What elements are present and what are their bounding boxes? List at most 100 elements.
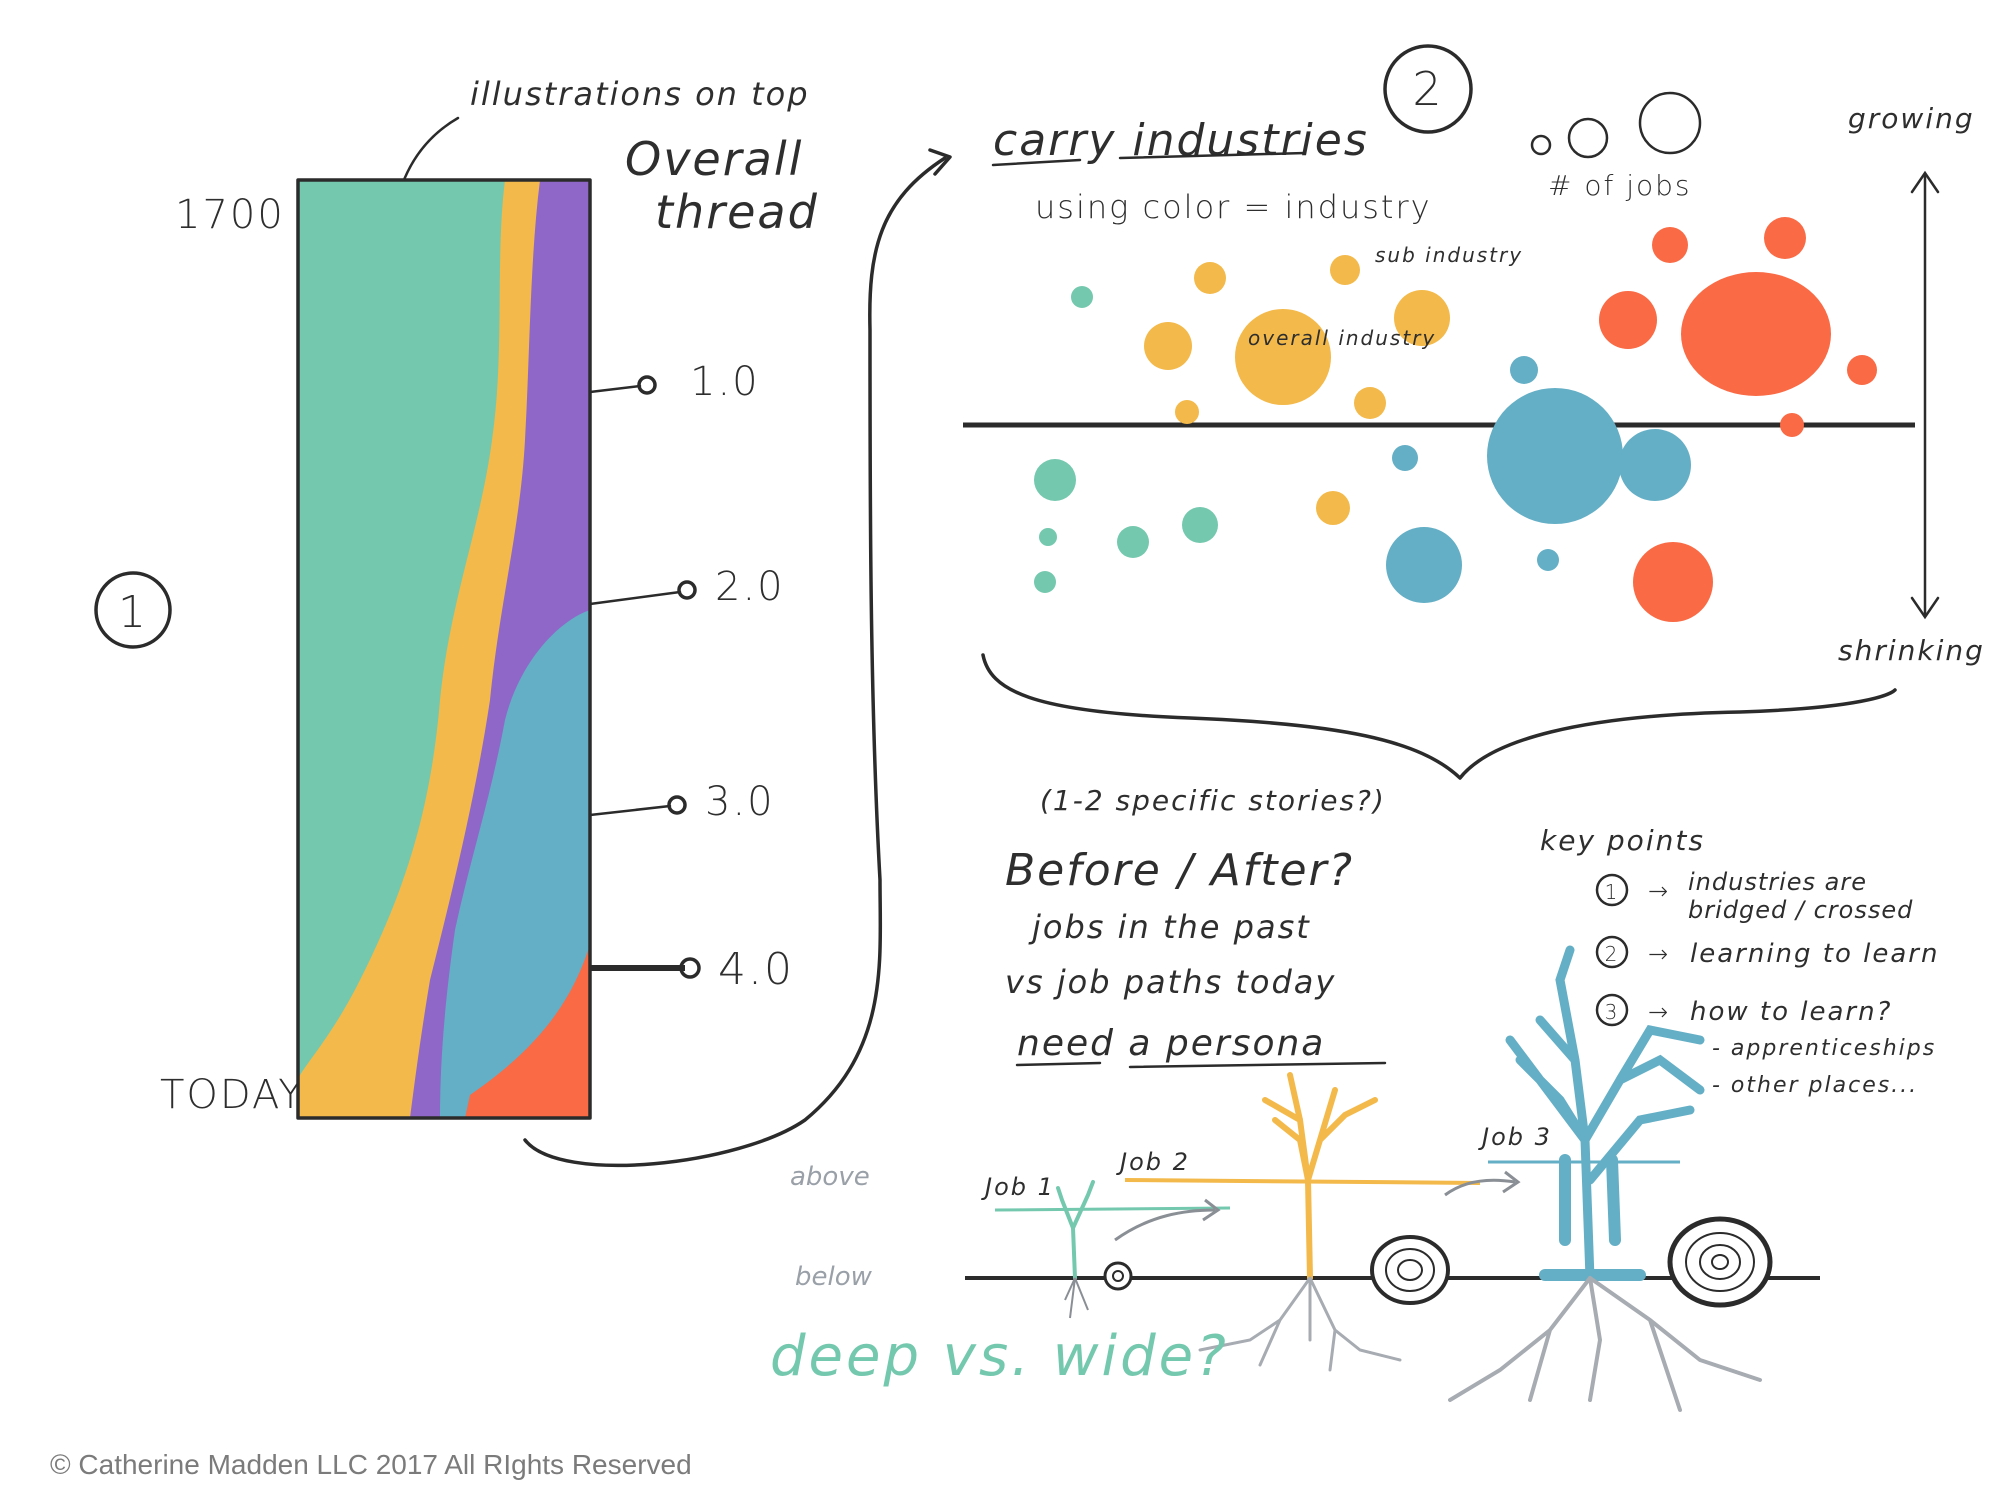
- deep-vs-wide-question: deep vs. wide?: [770, 1324, 1229, 1389]
- small-log: [1103, 1261, 1133, 1291]
- title-underline: [991, 151, 1307, 167]
- persona-line: need a persona: [1017, 1023, 1325, 1064]
- large-orange-bubble: [1681, 272, 1831, 396]
- large-log: [1667, 1216, 1773, 1308]
- growing-arrowhead: [1910, 170, 1940, 194]
- thread-title-line1: Overall: [625, 132, 803, 186]
- industry-stream: [296, 178, 592, 1120]
- point-3-arrow: →: [1648, 998, 1670, 1026]
- teal-bubble: [1071, 286, 1093, 308]
- transition-arrowhead-2: [1502, 1170, 1521, 1194]
- marker-4-label: 4.0: [718, 944, 794, 995]
- orange-bubble: [1599, 291, 1657, 349]
- large-blue-bubble: [1487, 388, 1623, 524]
- copyright-notice: © Catherine Madden LLC 2017 All RIghts R…: [50, 1449, 692, 1480]
- blue-bubble: [1386, 527, 1462, 603]
- teal-bubble: [1117, 526, 1149, 558]
- marker-4-dot: [679, 957, 701, 979]
- teal-bubble: [1039, 528, 1057, 546]
- teal-bubble: [1182, 507, 1218, 543]
- legend-small-circle: [1530, 134, 1552, 156]
- orange-bubble: [1633, 542, 1713, 622]
- blue-bubble: [1537, 549, 1559, 571]
- point-2-text: learning to learn: [1690, 939, 1939, 969]
- point-1-number: 1: [1605, 880, 1620, 904]
- marker-3-label: 3.0: [705, 779, 775, 825]
- growing-label: growing: [1848, 102, 1975, 135]
- yellow-bubble: [1144, 322, 1192, 370]
- above-label: above: [790, 1162, 870, 1192]
- point-3-circle: [1595, 993, 1629, 1027]
- jobs-legend-label: # of jobs: [1548, 169, 1692, 202]
- point-1-circle: [1595, 873, 1629, 907]
- medium-log: [1370, 1235, 1450, 1305]
- point-1-arrow: →: [1648, 877, 1670, 905]
- job-paths-line: vs job paths today: [1005, 963, 1336, 1001]
- orange-bubble: [1764, 217, 1806, 259]
- point-2-number: 2: [1605, 942, 1620, 966]
- transition-arrow-2: [1444, 1178, 1516, 1197]
- blue-industry-band: [440, 610, 590, 1118]
- illustrations-note: illustrations on top: [470, 75, 810, 113]
- section-2-number: 2: [1412, 62, 1443, 116]
- growing-bubbles: overall industry sub industry: [1071, 217, 1877, 437]
- yellow-bubble: [1194, 262, 1226, 294]
- job-1-label: Job 1: [981, 1173, 1055, 1201]
- point-3-number: 3: [1605, 1000, 1620, 1024]
- orange-bubble: [1780, 413, 1804, 437]
- blue-bubble: [1510, 356, 1538, 384]
- yellow-bubble: [1354, 387, 1386, 419]
- other-places-item: - other places...: [1712, 1073, 1918, 1098]
- year-1700-label: 1700: [175, 192, 285, 238]
- orange-bubble: [1652, 227, 1688, 263]
- teal-bubble: [1034, 459, 1076, 501]
- specific-stories-note: (1-2 specific stories?): [1040, 784, 1386, 817]
- teal-bubble: [1034, 571, 1056, 593]
- stream-frame: [296, 178, 592, 1120]
- section-1-number: 1: [118, 587, 148, 638]
- overall-industry-bubble: [1235, 309, 1331, 405]
- connector-arrowhead: [928, 148, 952, 176]
- job-3-label: Job 3: [1478, 1123, 1552, 1151]
- shrinking-arrowhead: [1910, 596, 1940, 620]
- marker-3-dot: [667, 795, 687, 815]
- job-1-level: [994, 1206, 1231, 1212]
- marker-2-line: [588, 590, 682, 606]
- orange-industry-band: [465, 945, 590, 1118]
- yellow-bubble: [1330, 255, 1360, 285]
- marker-1-dot: [637, 375, 657, 395]
- stories-notes: (1-2 specific stories?) Before / After? …: [1005, 784, 1387, 1069]
- marker-3-line: [588, 804, 672, 817]
- shrinking-bubbles: [1034, 388, 1713, 622]
- point-3-text: how to learn?: [1690, 997, 1892, 1027]
- sub-industry-label: sub industry: [1375, 243, 1523, 267]
- transition-arrowhead-1: [1202, 1198, 1221, 1222]
- transition-arrow-1: [1114, 1208, 1216, 1242]
- yellow-bubble: [1316, 491, 1350, 525]
- connector-arrow: [523, 156, 947, 1168]
- key-points: key points 1 → industries are bridged / …: [1540, 824, 1939, 1098]
- key-points-title: key points: [1540, 824, 1705, 857]
- thread-title-line2: thread: [655, 185, 819, 239]
- section-2: 2 carry industries using color = industr…: [963, 44, 1985, 780]
- before-after-heading: Before / After?: [1005, 845, 1354, 896]
- color-note: using color = industry: [1035, 188, 1432, 226]
- section-1: 1 illustrations on top Overall thread 17…: [94, 75, 952, 1168]
- shrinking-label: shrinking: [1838, 634, 1985, 667]
- legend-large-circle: [1638, 91, 1702, 155]
- job-2-level: [1124, 1178, 1481, 1185]
- point-2-circle: [1595, 935, 1629, 969]
- job-2-label: Job 2: [1116, 1148, 1190, 1176]
- point-1-text: industries are bridged / crossed: [1688, 868, 1914, 924]
- point-2-arrow: →: [1648, 940, 1670, 968]
- medium-tree: [1198, 1072, 1402, 1372]
- trees-diagram: above below Job 1 Job 2 Job 3: [770, 945, 1820, 1412]
- marker-2-dot: [677, 580, 697, 600]
- sapling-tree: [1056, 1180, 1095, 1319]
- blue-bubble: [1392, 445, 1418, 471]
- point-1-text-box: industries are bridged / crossed: [1688, 868, 1914, 924]
- blue-bubble: [1619, 429, 1691, 501]
- apprenticeships-item: - apprenticeships: [1712, 1036, 1936, 1061]
